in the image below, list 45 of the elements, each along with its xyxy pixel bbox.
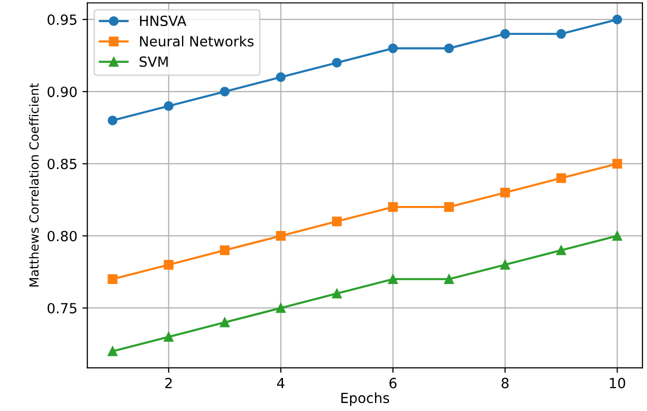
point: [108, 346, 118, 356]
y-axis-title: Matthews Correlation Coefficient: [29, 83, 39, 286]
x-tick-label: 8: [502, 378, 509, 388]
point: [500, 260, 510, 270]
point: [108, 116, 118, 126]
point: [332, 216, 342, 226]
x-tick-label: 6: [389, 378, 396, 388]
point: [220, 318, 230, 328]
point: [276, 230, 286, 241]
y-tick-label: 0.90: [48, 86, 77, 98]
point: [444, 274, 454, 284]
point: [444, 43, 454, 54]
point: [556, 173, 566, 184]
point: [500, 29, 510, 39]
point: [220, 245, 230, 256]
point: [164, 101, 174, 111]
x-tick-label: 2: [165, 378, 172, 388]
y-tick-label: 0.80: [48, 230, 77, 242]
point: [500, 188, 510, 198]
x-axis-title: Epochs: [341, 392, 390, 406]
point: [388, 202, 398, 212]
point: [612, 14, 622, 24]
point: [276, 72, 286, 82]
point: [388, 274, 398, 284]
point: [108, 274, 118, 284]
point: [332, 58, 342, 68]
point: [164, 332, 174, 342]
legend-label: SVM: [140, 56, 168, 67]
y-tick-label: 0.75: [48, 302, 76, 314]
point: [556, 29, 566, 39]
point: [556, 245, 566, 256]
point: [164, 260, 174, 270]
point: [388, 43, 398, 54]
x-tick-label: 4: [277, 378, 284, 388]
point: [276, 303, 286, 313]
point: [612, 230, 622, 241]
point: [220, 86, 230, 96]
legend-label: Neural Networks: [140, 36, 254, 47]
x-tick-label: 10: [610, 378, 626, 388]
y-tick-label: 0.85: [48, 158, 76, 170]
y-tick-label: 0.95: [48, 14, 76, 25]
point: [612, 158, 622, 169]
point: [444, 202, 454, 212]
legend-label: HNSVA: [140, 16, 186, 26]
point: [332, 288, 342, 298]
